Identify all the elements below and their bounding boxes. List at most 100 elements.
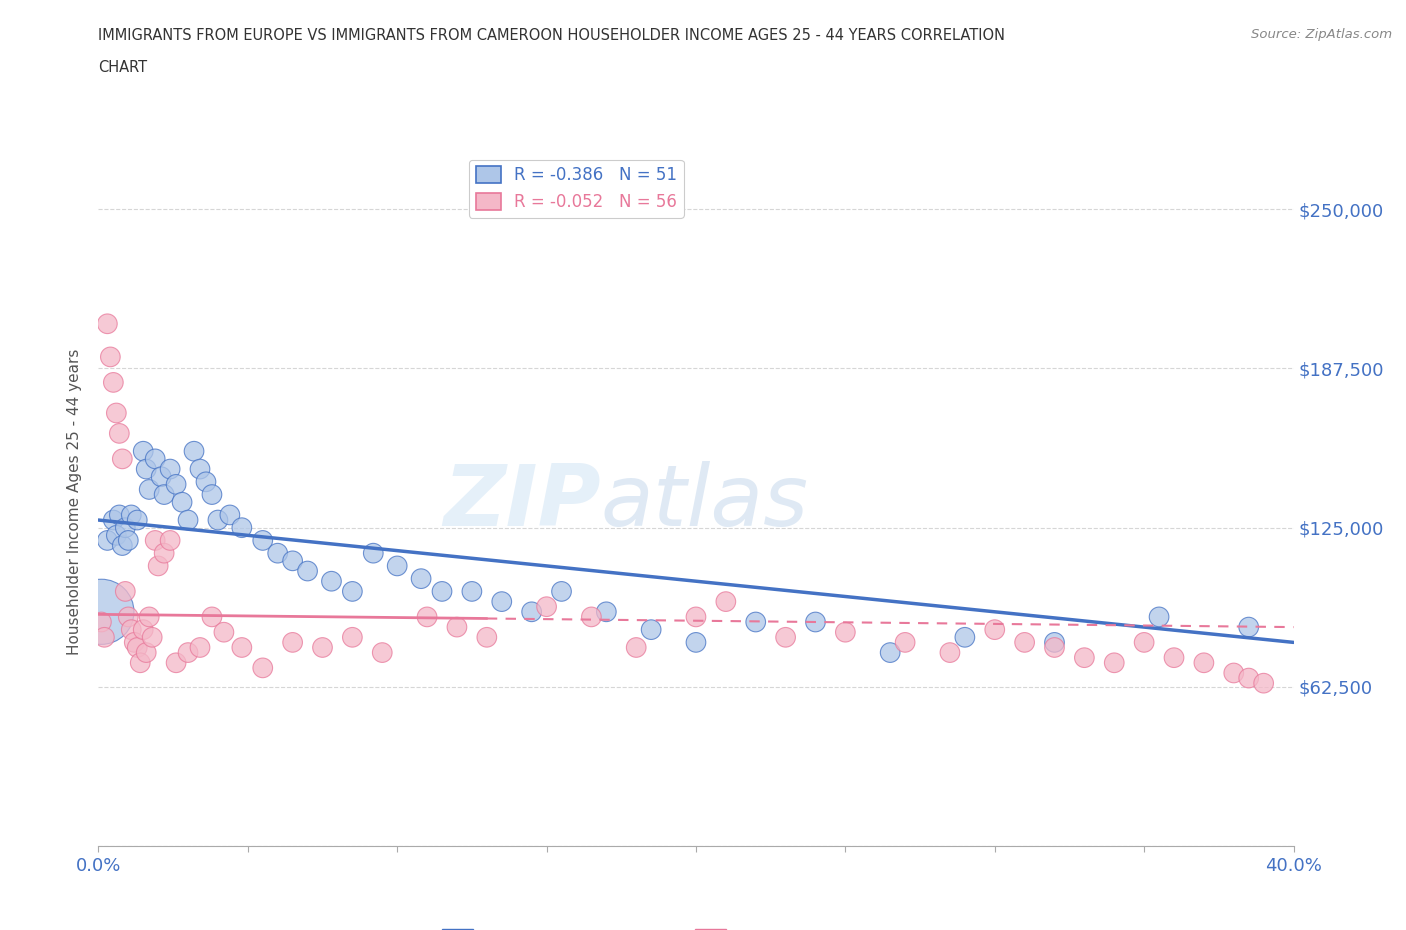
Point: [894, 635, 917, 650]
Point: [281, 553, 304, 568]
Point: [96, 316, 118, 331]
Text: IMMIGRANTS FROM EUROPE VS IMMIGRANTS FROM CAMEROON HOUSEHOLDER INCOME AGES 25 - : IMMIGRANTS FROM EUROPE VS IMMIGRANTS FRO…: [98, 28, 1005, 43]
Point: [124, 635, 146, 650]
Point: [108, 508, 131, 523]
Point: [834, 625, 856, 640]
Y-axis label: Householder Income Ages 25 - 44 years: Householder Income Ages 25 - 44 years: [67, 349, 83, 656]
Point: [150, 470, 173, 485]
Point: [311, 640, 333, 655]
Point: [103, 512, 125, 527]
Point: [385, 559, 409, 574]
Point: [188, 640, 211, 655]
Point: [127, 640, 149, 655]
Point: [321, 574, 343, 589]
Point: [143, 533, 166, 548]
Text: Source: ZipAtlas.com: Source: ZipAtlas.com: [1251, 28, 1392, 41]
Point: [165, 656, 187, 671]
Point: [111, 538, 134, 553]
Point: [108, 426, 131, 441]
Point: [685, 635, 707, 650]
Point: [411, 571, 433, 586]
Point: [159, 461, 181, 476]
Point: [775, 630, 797, 644]
Point: [105, 405, 128, 420]
Point: [475, 630, 498, 644]
Point: [461, 584, 484, 599]
Point: [195, 474, 218, 489]
Point: [1073, 650, 1095, 665]
Point: [231, 640, 253, 655]
Point: [1253, 676, 1275, 691]
Point: [363, 546, 385, 561]
Point: [297, 564, 319, 578]
Point: [153, 546, 176, 561]
Point: [148, 559, 170, 574]
Point: [640, 622, 662, 637]
Point: [188, 461, 211, 476]
Point: [626, 640, 648, 655]
Text: CHART: CHART: [98, 60, 148, 75]
Point: [105, 528, 128, 543]
Point: [114, 584, 136, 599]
Point: [1223, 666, 1246, 681]
Point: [132, 622, 155, 637]
Point: [207, 512, 229, 527]
Point: [90, 604, 112, 619]
Point: [520, 604, 543, 619]
Point: [132, 444, 155, 458]
Point: [1043, 635, 1066, 650]
Point: [984, 622, 1007, 637]
Point: [416, 609, 439, 624]
Point: [111, 451, 134, 466]
Point: [135, 645, 157, 660]
Point: [267, 546, 290, 561]
Point: [953, 630, 976, 644]
Point: [1237, 671, 1260, 685]
Point: [252, 660, 274, 675]
Point: [745, 615, 768, 630]
Point: [231, 520, 253, 535]
Point: [159, 533, 181, 548]
Point: [281, 635, 304, 650]
Point: [153, 487, 176, 502]
Point: [135, 461, 157, 476]
Point: [430, 584, 453, 599]
Point: [714, 594, 737, 609]
Point: [212, 625, 235, 640]
Point: [177, 645, 200, 660]
Point: [595, 604, 617, 619]
Point: [685, 609, 707, 624]
Text: atlas: atlas: [600, 460, 808, 544]
Point: [252, 533, 274, 548]
Point: [103, 375, 125, 390]
Point: [1014, 635, 1036, 650]
Point: [804, 615, 827, 630]
Point: [141, 630, 163, 644]
Point: [491, 594, 513, 609]
Point: [93, 630, 115, 644]
Point: [172, 495, 194, 510]
Point: [1237, 619, 1260, 634]
Point: [120, 508, 142, 523]
Point: [342, 630, 364, 644]
Point: [127, 512, 149, 527]
Point: [1104, 656, 1126, 671]
Point: [879, 645, 901, 660]
Point: [939, 645, 962, 660]
Point: [117, 609, 139, 624]
Point: [219, 508, 242, 523]
Legend: Immigrants from Europe, Immigrants from Cameroon: Immigrants from Europe, Immigrants from …: [436, 923, 956, 930]
Point: [201, 487, 224, 502]
Point: [1163, 650, 1185, 665]
Point: [100, 350, 122, 365]
Point: [183, 444, 205, 458]
Point: [138, 482, 160, 497]
Point: [117, 533, 139, 548]
Point: [96, 533, 118, 548]
Point: [201, 609, 224, 624]
Point: [165, 477, 187, 492]
Point: [581, 609, 603, 624]
Point: [120, 622, 142, 637]
Point: [536, 599, 558, 614]
Point: [114, 520, 136, 535]
